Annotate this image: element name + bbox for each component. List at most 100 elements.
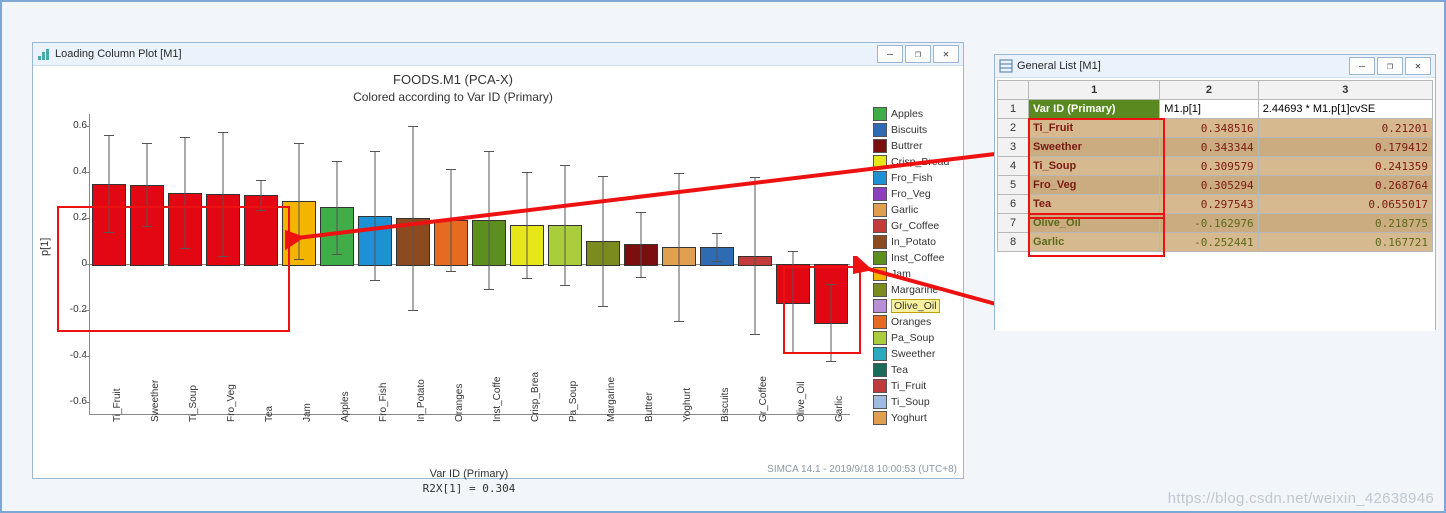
xtick-label: Sweether: [150, 380, 161, 422]
chart-bar[interactable]: [812, 114, 850, 414]
legend-item[interactable]: Jam: [873, 266, 957, 282]
chart-titlebar[interactable]: Loading Column Plot [M1] — ❐ ✕: [33, 43, 963, 66]
legend-item[interactable]: Buttrer: [873, 138, 957, 154]
value-cell: 0.268764: [1258, 176, 1432, 195]
table-window-title: General List [M1]: [1017, 60, 1349, 72]
chart-legend: ApplesBiscuits Buttrer Crisp_Bread Fro_Fish…: [873, 106, 957, 426]
chart-bar[interactable]: [546, 114, 584, 414]
data-table[interactable]: 1231Var ID (Primary)M1.p[1]2.44693 * M1.…: [997, 80, 1433, 252]
chart-bar[interactable]: [128, 114, 166, 414]
col-num: 2: [1160, 81, 1258, 100]
chart-bar[interactable]: [204, 114, 242, 414]
legend-label: Sweether: [891, 348, 935, 360]
legend-label: Jam: [891, 268, 911, 280]
row-num: 3: [998, 138, 1029, 157]
chart-bar[interactable]: [470, 114, 508, 414]
minimize-button[interactable]: —: [1349, 57, 1375, 75]
legend-item[interactable]: Ti_Soup: [873, 394, 957, 410]
legend-item[interactable]: Garlic: [873, 202, 957, 218]
chart-bar[interactable]: [394, 114, 432, 414]
ytick-label: -0.2: [61, 304, 87, 315]
legend-item[interactable]: Sweether: [873, 346, 957, 362]
xtick-label: Buttrer: [644, 392, 655, 422]
legend-item[interactable]: Olive_Oil: [873, 298, 957, 314]
table-titlebar[interactable]: General List [M1] — ❐ ✕: [995, 55, 1435, 78]
table-row[interactable]: 7Olive_Oil-0.1629760.218775: [998, 214, 1433, 233]
legend-swatch: [873, 395, 887, 409]
chart-bar[interactable]: [698, 114, 736, 414]
table-row[interactable]: 4Ti_Soup0.3095790.241359: [998, 157, 1433, 176]
table-row[interactable]: 2Ti_Fruit0.3485160.21201: [998, 119, 1433, 138]
legend-swatch: [873, 139, 887, 153]
chart-bar[interactable]: [166, 114, 204, 414]
chart-bar[interactable]: [774, 114, 812, 414]
chart-bar[interactable]: [432, 114, 470, 414]
value-cell: -0.162976: [1160, 214, 1258, 233]
legend-swatch: [873, 331, 887, 345]
legend-item[interactable]: Crisp_Bread: [873, 154, 957, 170]
legend-label: Gr_Coffee: [891, 220, 939, 232]
legend-label: Crisp_Bread: [891, 156, 949, 168]
legend-swatch: [873, 363, 887, 377]
close-button[interactable]: ✕: [1405, 57, 1431, 75]
col-header-cell[interactable]: M1.p[1]: [1160, 100, 1258, 119]
legend-item[interactable]: Ti_Fruit: [873, 378, 957, 394]
ytick-label: 0.2: [61, 212, 87, 223]
legend-item[interactable]: Apples: [873, 106, 957, 122]
col-header-cell[interactable]: Var ID (Primary): [1029, 100, 1160, 119]
minimize-button[interactable]: —: [877, 45, 903, 63]
legend-item[interactable]: Fro_Veg: [873, 186, 957, 202]
table-row[interactable]: 6Tea0.2975430.0655017: [998, 195, 1433, 214]
chart-bar[interactable]: [280, 114, 318, 414]
legend-item[interactable]: In_Potato: [873, 234, 957, 250]
chart-bar[interactable]: [584, 114, 622, 414]
legend-swatch: [873, 107, 887, 121]
legend-label: Pa_Soup: [891, 332, 934, 344]
legend-item[interactable]: Yoghurt: [873, 410, 957, 426]
legend-label: Fro_Fish: [891, 172, 932, 184]
legend-swatch: [873, 219, 887, 233]
legend-item[interactable]: Biscuits: [873, 122, 957, 138]
col-header-cell[interactable]: 2.44693 * M1.p[1]cvSE: [1258, 100, 1432, 119]
legend-swatch: [873, 299, 887, 313]
legend-swatch: [873, 411, 887, 425]
table-row[interactable]: 5Fro_Veg0.3052940.268764: [998, 176, 1433, 195]
value-cell: 0.167721: [1258, 233, 1432, 252]
table-row[interactable]: 3Sweether0.3433440.179412: [998, 138, 1433, 157]
varid-cell: Olive_Oil: [1029, 214, 1160, 233]
legend-swatch: [873, 155, 887, 169]
legend-swatch: [873, 315, 887, 329]
maximize-button[interactable]: ❐: [905, 45, 931, 63]
chart-bar[interactable]: [356, 114, 394, 414]
chart-bar[interactable]: [660, 114, 698, 414]
legend-swatch: [873, 347, 887, 361]
value-cell: 0.21201: [1258, 119, 1432, 138]
chart-plot[interactable]: [89, 114, 850, 415]
xtick-label: Ti_Fruit: [112, 388, 123, 422]
legend-item[interactable]: Pa_Soup: [873, 330, 957, 346]
legend-item[interactable]: Gr_Coffee: [873, 218, 957, 234]
legend-item[interactable]: Tea: [873, 362, 957, 378]
chart-bar[interactable]: [318, 114, 356, 414]
legend-item[interactable]: Margarine: [873, 282, 957, 298]
value-cell: 0.179412: [1258, 138, 1432, 157]
legend-item[interactable]: Oranges: [873, 314, 957, 330]
maximize-button[interactable]: ❐: [1377, 57, 1403, 75]
chart-footer: SIMCA 14.1 - 2019/9/18 10:00:53 (UTC+8): [767, 464, 957, 475]
table-window[interactable]: General List [M1] — ❐ ✕ 1231Var ID (Prim…: [994, 54, 1436, 330]
chart-bar[interactable]: [242, 114, 280, 414]
chart-bar[interactable]: [736, 114, 774, 414]
chart-bar[interactable]: [622, 114, 660, 414]
legend-label: Buttrer: [891, 140, 923, 152]
value-cell: 0.0655017: [1258, 195, 1432, 214]
value-cell: -0.252441: [1160, 233, 1258, 252]
xtick-label: In_Potato: [416, 379, 427, 422]
list-icon: [999, 59, 1013, 73]
chart-bar[interactable]: [90, 114, 128, 414]
table-row[interactable]: 8Garlic-0.2524410.167721: [998, 233, 1433, 252]
chart-window[interactable]: Loading Column Plot [M1] — ❐ ✕ FOODS.M1 …: [32, 42, 964, 479]
legend-item[interactable]: Fro_Fish: [873, 170, 957, 186]
chart-bar[interactable]: [508, 114, 546, 414]
legend-item[interactable]: Inst_Coffee: [873, 250, 957, 266]
close-button[interactable]: ✕: [933, 45, 959, 63]
